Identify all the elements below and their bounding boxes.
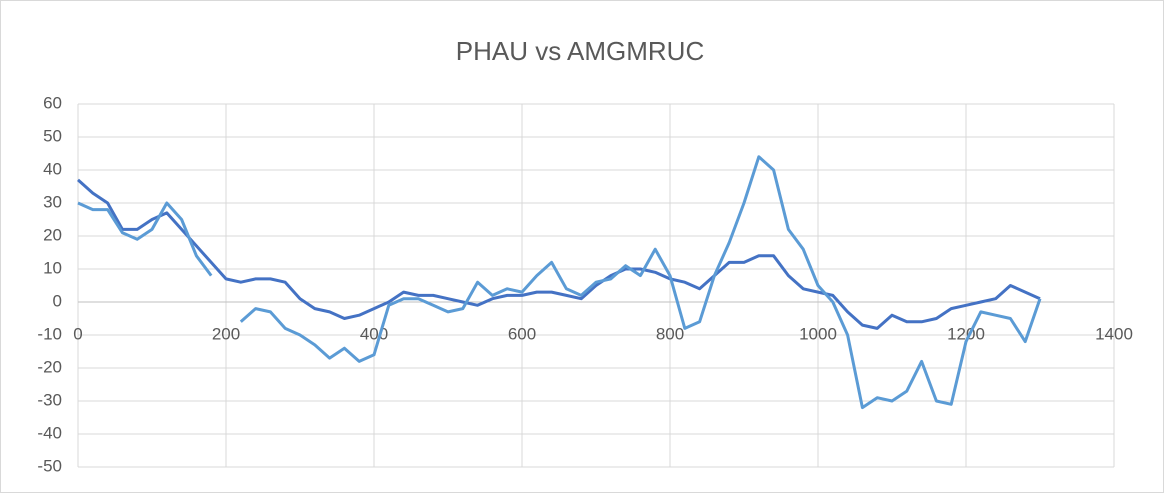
x-tick-label: 1200 [947, 324, 985, 343]
y-tick-label: -10 [37, 324, 62, 343]
data-line [77, 178, 1041, 330]
y-tick-label: 50 [43, 126, 62, 145]
chart-title: PHAU vs AMGMRUC [456, 36, 704, 66]
y-tick-label: -30 [37, 390, 62, 409]
data-line [77, 155, 1042, 410]
x-tick-label: 600 [508, 324, 536, 343]
y-tick-label: 30 [43, 192, 62, 211]
x-tick-label: 1400 [1095, 324, 1133, 343]
y-tick-label: -20 [37, 357, 62, 376]
y-tick-label: 40 [43, 159, 62, 178]
y-tick-label: 60 [43, 93, 62, 112]
x-tick-label: 800 [656, 324, 684, 343]
y-tick-label: 10 [43, 258, 62, 277]
y-tick-label: 20 [43, 225, 62, 244]
x-tick-label: 200 [212, 324, 240, 343]
y-tick-label: -40 [37, 423, 62, 442]
x-tick-label: 0 [73, 324, 82, 343]
x-tick-label: 400 [360, 324, 388, 343]
y-tick-label: -50 [37, 456, 62, 475]
x-tick-label: 1000 [799, 324, 837, 343]
y-tick-label: 0 [53, 291, 62, 310]
